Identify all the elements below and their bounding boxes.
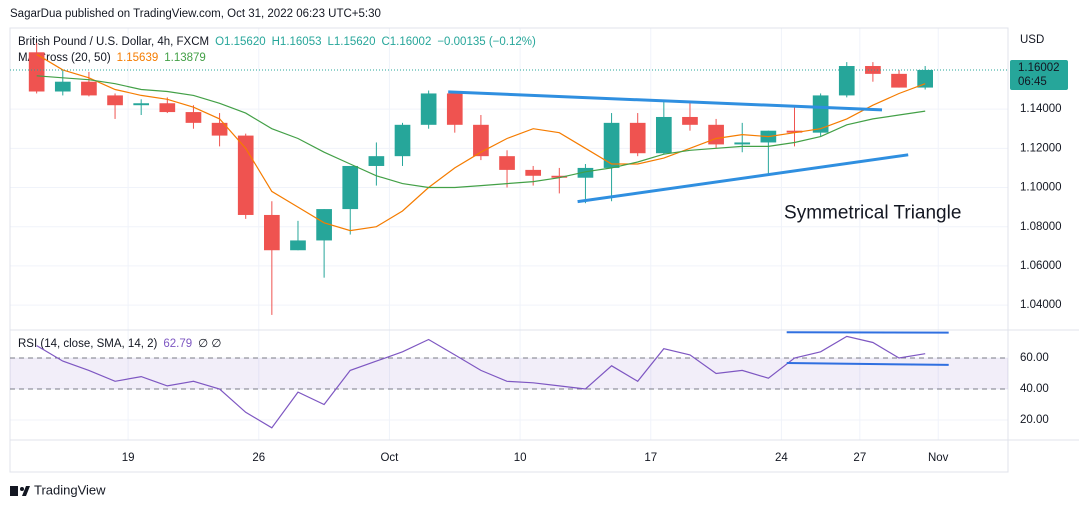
legend-value: C1.16002 <box>381 36 431 48</box>
candle-body <box>812 95 829 133</box>
legend-value: ∅ ∅ <box>198 338 221 350</box>
legend-value: H1.16053 <box>272 36 322 48</box>
candle-body <box>734 142 751 145</box>
candle-body <box>264 214 280 251</box>
rsi-line <box>36 335 926 429</box>
y-tick-label: 1.12000 <box>1020 142 1062 154</box>
legend-value: 1.15639 <box>117 52 159 64</box>
candle-body <box>342 165 359 210</box>
candle-body <box>786 130 803 133</box>
candle-body <box>473 124 489 157</box>
candle-body <box>682 116 698 125</box>
candle-body <box>446 93 463 125</box>
rsi-legend: RSI (14, close, SMA, 14, 2) 62.79 ∅ ∅ <box>18 338 221 350</box>
candle-body <box>54 81 71 92</box>
x-tick-label: 24 <box>775 452 788 464</box>
x-tick-label: 17 <box>644 452 657 464</box>
x-tick-label: 27 <box>853 452 866 464</box>
plot-layer: 1.16002 06:45 Symmetrical Triangle <box>10 42 1068 429</box>
y-tick-label: 1.08000 <box>1020 221 1062 233</box>
candle-body <box>499 156 515 170</box>
y-tick-label: 1.14000 <box>1020 103 1062 115</box>
header: SagarDua published on TradingView.com, O… <box>10 8 381 20</box>
logo-shape <box>22 486 30 496</box>
legend-title: British Pound / U.S. Dollar, 4h, FXCM <box>18 36 209 48</box>
rsi-band <box>10 358 1008 390</box>
price-label-box <box>1010 59 1068 90</box>
rsi-title: RSI (14, close, SMA, 14, 2) <box>18 338 158 350</box>
candle-body <box>81 81 97 96</box>
candle-body <box>368 156 385 166</box>
candle-body <box>107 95 123 106</box>
candle-body <box>420 93 437 125</box>
candle-body <box>629 122 646 154</box>
candle-body <box>603 122 620 168</box>
candle-body <box>577 167 594 178</box>
footer-logo: TradingView <box>10 482 106 497</box>
candle-body <box>838 66 855 96</box>
x-tick-label: Oct <box>380 452 399 464</box>
candle-body <box>525 169 542 176</box>
x-tick-label: 10 <box>514 452 527 464</box>
candle-body <box>865 66 881 74</box>
logo-shape <box>20 487 24 491</box>
y-tick-label: 1.06000 <box>1020 260 1062 272</box>
logo-shape <box>10 486 18 496</box>
x-tick-label: 19 <box>122 452 135 464</box>
x-tick-label: Nov <box>928 452 949 464</box>
candle-body <box>316 209 332 241</box>
candle-body <box>655 116 672 154</box>
legend-value: 1.13879 <box>164 52 206 64</box>
axis-label: USD <box>1020 34 1044 46</box>
candle-body <box>708 124 724 145</box>
legend-value: L1.15620 <box>328 36 376 48</box>
ma-line <box>36 75 926 189</box>
legend-value: −0.00135 (−0.12%) <box>437 36 536 48</box>
ma-line <box>36 53 926 232</box>
y-tick-label: 20.00 <box>1020 414 1049 426</box>
candle-body <box>290 240 306 251</box>
annotation: Symmetrical Triangle <box>784 203 961 224</box>
legend-value: O1.15620 <box>215 36 266 48</box>
price-label: 06:45 <box>1018 76 1047 88</box>
y-tick-label: 1.10000 <box>1020 182 1062 194</box>
y-tick-label: 60.00 <box>1020 352 1049 364</box>
legend: British Pound / U.S. Dollar, 4h, FXCM O1.… <box>18 36 536 48</box>
trend-line <box>577 153 909 204</box>
candle-body <box>28 52 45 92</box>
candle-body <box>551 175 568 178</box>
candle-body <box>891 73 907 88</box>
candle-body <box>917 69 933 88</box>
legend-value: 62.79 <box>163 338 192 350</box>
candle-body <box>185 112 202 123</box>
y-tick-label: 1.04000 <box>1020 299 1062 311</box>
y-tick-label: 40.00 <box>1020 383 1049 395</box>
trend-line <box>448 90 883 112</box>
trend-line <box>786 362 949 366</box>
candle-body <box>394 124 411 157</box>
candle-body <box>159 103 176 113</box>
price-label: 1.16002 <box>1018 62 1060 74</box>
candle-body <box>133 103 150 106</box>
footer: TradingView <box>34 482 106 497</box>
x-tick-label: 26 <box>252 452 265 464</box>
candle-body <box>211 122 228 136</box>
